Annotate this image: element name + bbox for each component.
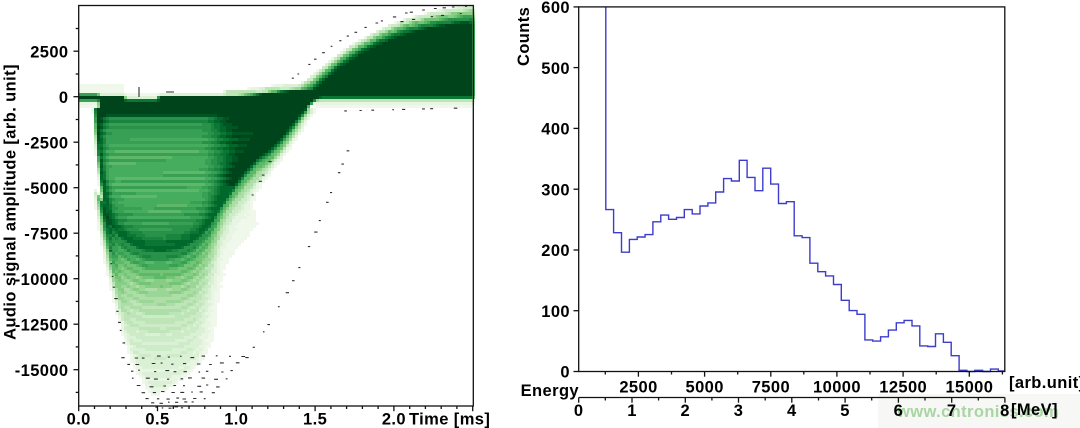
svg-text:1.5: 1.5 bbox=[303, 411, 327, 428]
svg-text:0: 0 bbox=[574, 402, 584, 420]
svg-text:www.cntronics.com: www.cntronics.com bbox=[896, 403, 1059, 421]
svg-text:-12500: -12500 bbox=[15, 316, 69, 334]
svg-text:7: 7 bbox=[947, 402, 957, 420]
svg-text:4: 4 bbox=[787, 402, 797, 420]
svg-text:500: 500 bbox=[541, 60, 570, 78]
svg-text:5: 5 bbox=[840, 402, 850, 420]
svg-text:Counts: Counts bbox=[515, 7, 533, 66]
svg-text:-15000: -15000 bbox=[15, 362, 69, 380]
svg-text:Audio signal amplitude [arb. u: Audio signal amplitude [arb. unit] bbox=[2, 64, 20, 340]
svg-text:Time [ms]: Time [ms] bbox=[409, 411, 490, 428]
svg-text:-10000: -10000 bbox=[15, 271, 69, 289]
svg-text:2500: 2500 bbox=[619, 379, 657, 397]
svg-text:10000: 10000 bbox=[813, 379, 861, 397]
svg-text:2500: 2500 bbox=[30, 43, 68, 61]
svg-text:3: 3 bbox=[734, 402, 744, 420]
svg-text:100: 100 bbox=[541, 303, 570, 321]
svg-text:0.5: 0.5 bbox=[145, 411, 169, 428]
svg-text:7500: 7500 bbox=[752, 379, 790, 397]
svg-text:-5000: -5000 bbox=[24, 180, 68, 198]
svg-text:[arb.unit]: [arb.unit] bbox=[1009, 374, 1080, 392]
svg-text:6: 6 bbox=[894, 402, 904, 420]
svg-text:0: 0 bbox=[560, 364, 570, 382]
svg-text:200: 200 bbox=[541, 242, 570, 260]
svg-text:300: 300 bbox=[541, 181, 570, 199]
svg-text:[MeV]: [MeV] bbox=[1011, 401, 1058, 419]
svg-text:1.0: 1.0 bbox=[224, 411, 248, 428]
svg-text:15000: 15000 bbox=[945, 379, 993, 397]
svg-text:1: 1 bbox=[627, 402, 637, 420]
svg-text:600: 600 bbox=[541, 0, 570, 17]
svg-text:8: 8 bbox=[1000, 402, 1010, 420]
svg-text:5000: 5000 bbox=[686, 379, 724, 397]
svg-text:0: 0 bbox=[59, 89, 69, 107]
svg-text:12500: 12500 bbox=[879, 379, 927, 397]
svg-text:2.0: 2.0 bbox=[382, 411, 406, 428]
svg-text:400: 400 bbox=[541, 121, 570, 139]
svg-text:-7500: -7500 bbox=[24, 225, 68, 243]
svg-text:2: 2 bbox=[681, 402, 691, 420]
svg-text:0.0: 0.0 bbox=[67, 411, 91, 428]
svg-text:-2500: -2500 bbox=[24, 134, 68, 152]
svg-text:Energy: Energy bbox=[521, 382, 580, 400]
